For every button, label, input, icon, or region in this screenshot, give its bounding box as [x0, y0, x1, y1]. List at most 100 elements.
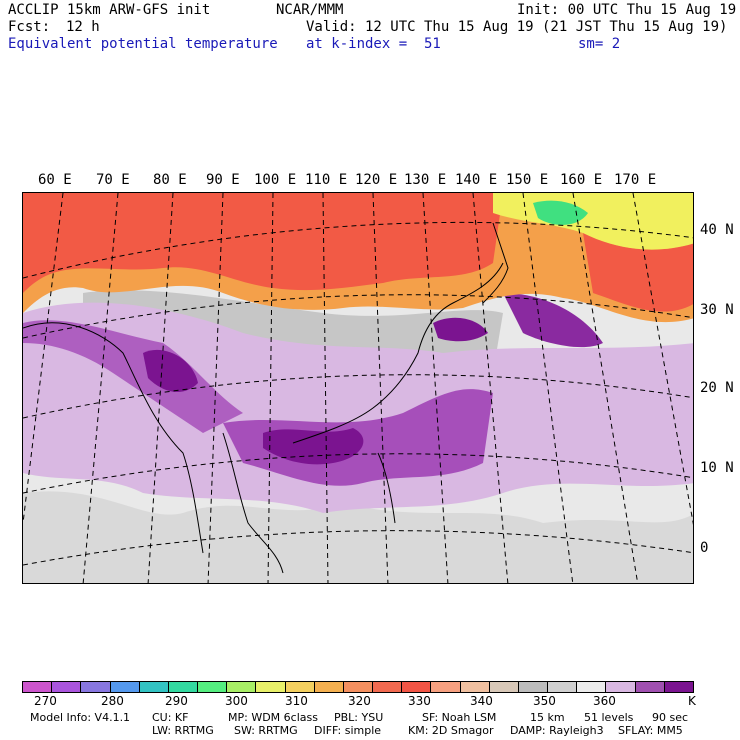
colorbar-swatch	[52, 682, 82, 692]
colorbar-swatch	[402, 682, 432, 692]
coastline-indochina	[222, 432, 284, 574]
colorbar-swatch	[518, 682, 549, 692]
colorbar-swatch	[460, 682, 490, 692]
lat-label: 20 N	[700, 380, 734, 396]
forecast-hour: 12 h	[66, 19, 100, 35]
colorbar-swatch	[577, 682, 607, 692]
colorbar-swatch	[256, 682, 286, 692]
gridline-lon	[572, 193, 639, 583]
damping-option: DAMP: Rayleigh3	[510, 724, 604, 737]
colorbar-swatch	[168, 682, 199, 692]
gridline-lon	[322, 193, 329, 583]
model-title: ACCLIP 15km ARW-GFS init	[8, 2, 211, 18]
theta-e-map	[22, 192, 694, 584]
coastline-china	[292, 262, 504, 444]
time-step: 90 sec	[652, 711, 689, 724]
vertical-levels: 51 levels	[584, 711, 634, 724]
colorbar-swatch	[227, 682, 257, 692]
model-info: Model Info: V4.1.1	[30, 711, 131, 724]
lon-label: 80 E	[153, 172, 187, 188]
gridline-lat-20	[23, 374, 693, 419]
lat-label: 10 N	[700, 460, 734, 476]
colorbar-swatch	[635, 682, 665, 692]
colorbar-tick: 320	[348, 694, 371, 708]
colorbar-swatch	[431, 682, 461, 692]
vertical-level: at k-index = 51	[306, 36, 441, 52]
smoothing: sm= 2	[578, 36, 621, 52]
colorbar-swatch	[548, 682, 578, 692]
colorbar-swatch	[343, 682, 374, 692]
lon-label: 60 E	[38, 172, 72, 188]
valid-time: Valid: 12 UTC Thu 15 Aug 19 (21 JST Thu …	[306, 19, 728, 35]
gray-field-south	[23, 491, 693, 583]
gridline-lon	[82, 193, 119, 583]
colorbar-swatch	[139, 682, 169, 692]
resolution: 15 km	[530, 711, 565, 724]
surface-scheme: SF: Noah LSM	[422, 711, 497, 724]
gridline-lat-0	[23, 530, 693, 566]
eddy-option: KM: 2D Smagor	[408, 724, 494, 737]
field-name: Equivalent potential temperature	[8, 36, 278, 52]
lon-label: 130 E	[404, 172, 447, 188]
green-field-northeast	[533, 200, 588, 225]
gridline-lon	[472, 193, 509, 583]
colorbar-tick: 330	[408, 694, 431, 708]
gridline-lat-30	[23, 294, 693, 339]
gridline-lat-10	[23, 453, 693, 494]
colorbar-swatch	[198, 682, 228, 692]
gridline-lon	[207, 193, 224, 583]
colorbar-swatch	[81, 682, 111, 692]
purple-field-pacific	[503, 293, 603, 348]
pbl-scheme: PBL: YSU	[334, 711, 384, 724]
gridline-lon	[522, 193, 574, 583]
microphysics-scheme: MP: WDM 6class	[228, 711, 318, 724]
gridline-lon	[632, 193, 693, 525]
colorbar-swatch	[489, 682, 519, 692]
purple-field-japan	[433, 317, 488, 342]
forecast-label: Fcst:	[8, 19, 51, 35]
colorbar-tick: 360	[593, 694, 616, 708]
lon-label: 170 E	[614, 172, 657, 188]
colorbar-tick: 290	[165, 694, 188, 708]
colorbar-tick: 280	[101, 694, 124, 708]
colorbar-swatch	[664, 682, 693, 692]
gridline-lon	[422, 193, 449, 583]
diffusion-option: DIFF: simple	[314, 724, 382, 737]
colorbar-tick: 340	[470, 694, 493, 708]
colorbar-tick: 310	[285, 694, 308, 708]
red-field-north	[23, 193, 503, 293]
colorbar-swatch	[285, 682, 315, 692]
lon-label: 160 E	[560, 172, 603, 188]
gridline-lon	[372, 193, 389, 583]
lavender-field	[23, 302, 693, 513]
lat-label: 40 N	[700, 222, 734, 238]
lon-label: 140 E	[455, 172, 498, 188]
gridline-lon	[23, 193, 64, 524]
map-field-svg	[23, 193, 693, 583]
colorbar-swatch	[314, 682, 344, 692]
colorbar-swatch	[373, 682, 403, 692]
colorbar-tick: 300	[225, 694, 248, 708]
colorbar-swatch	[606, 682, 636, 692]
colorbar-swatch	[110, 682, 140, 692]
longwave-scheme: LW: RRTMG	[152, 724, 214, 737]
dark-purple-core-india	[143, 349, 198, 393]
organization: NCAR/MMM	[276, 2, 344, 18]
shortwave-scheme: SW: RRTMG	[234, 724, 298, 737]
init-time: Init: 00 UTC Thu 15 Aug 19	[517, 2, 737, 18]
gridline-lon	[147, 193, 174, 583]
coastline-japan	[482, 222, 509, 304]
lon-label: 110 E	[305, 172, 348, 188]
coastlines	[23, 222, 509, 574]
gridline-lon	[267, 193, 274, 583]
colorbar-swatch	[23, 682, 53, 692]
surface-layer: SFLAY: MM5	[618, 724, 683, 737]
lon-label: 90 E	[206, 172, 240, 188]
lon-label: 150 E	[506, 172, 549, 188]
coastline-india	[23, 322, 204, 554]
purple-field-india	[23, 320, 243, 433]
coastline-philippines	[377, 452, 396, 524]
colorbar-tick: 270	[34, 694, 57, 708]
cumulus-scheme: CU: KF	[152, 711, 189, 724]
lat-label: 30 N	[700, 302, 734, 318]
